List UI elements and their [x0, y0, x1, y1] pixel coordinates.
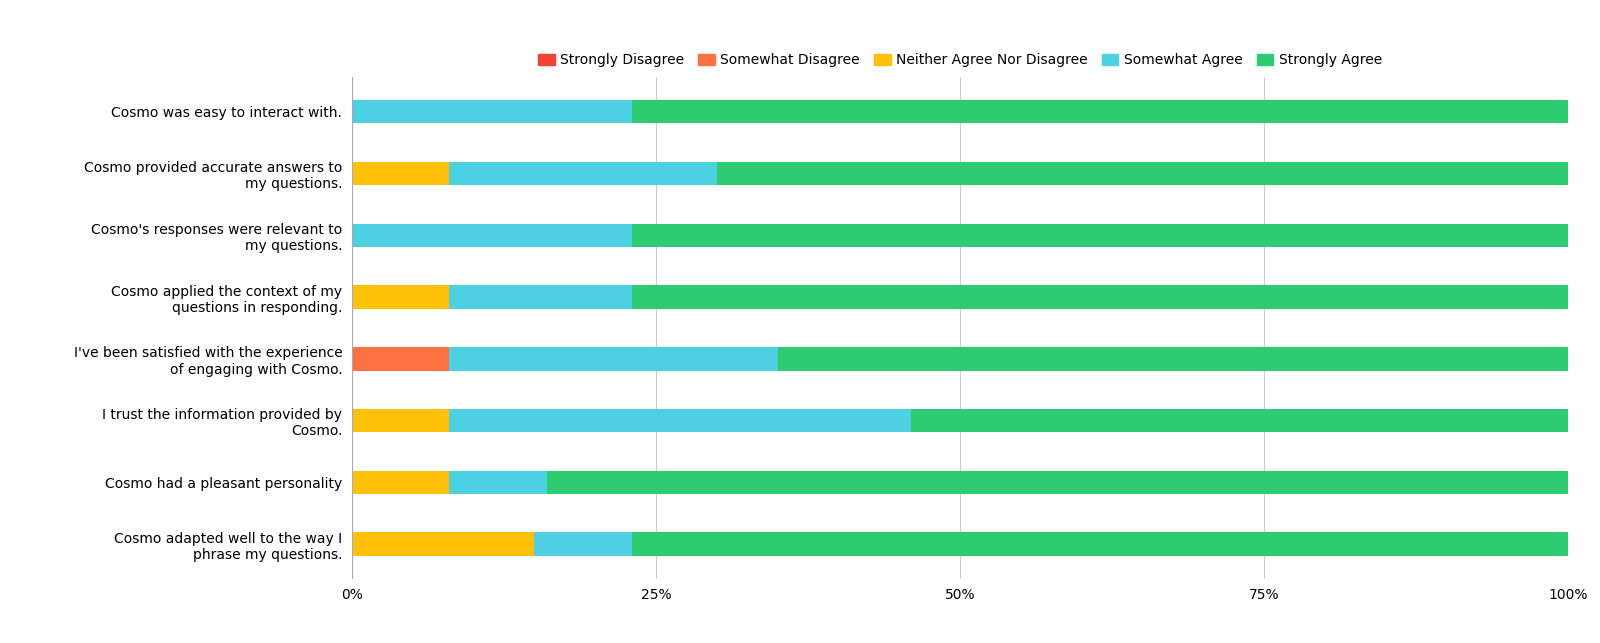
Bar [352, 285, 450, 309]
Bar [450, 162, 717, 185]
Bar [352, 224, 632, 247]
Bar [632, 285, 1568, 309]
Bar [632, 100, 1568, 123]
Bar [352, 100, 632, 123]
Bar [632, 532, 1568, 556]
Bar [450, 471, 547, 494]
Bar [352, 409, 450, 432]
Bar [352, 162, 450, 185]
Bar [450, 285, 632, 309]
Bar [352, 532, 534, 556]
Bar [352, 471, 450, 494]
Bar [352, 347, 450, 370]
Bar [717, 162, 1568, 185]
Bar [534, 532, 632, 556]
Bar [632, 224, 1568, 247]
Bar [450, 409, 912, 432]
Legend: Strongly Disagree, Somewhat Disagree, Neither Agree Nor Disagree, Somewhat Agree: Strongly Disagree, Somewhat Disagree, Ne… [538, 53, 1382, 67]
Bar [547, 471, 1568, 494]
Bar [778, 347, 1568, 370]
Bar [450, 347, 778, 370]
Bar [912, 409, 1568, 432]
